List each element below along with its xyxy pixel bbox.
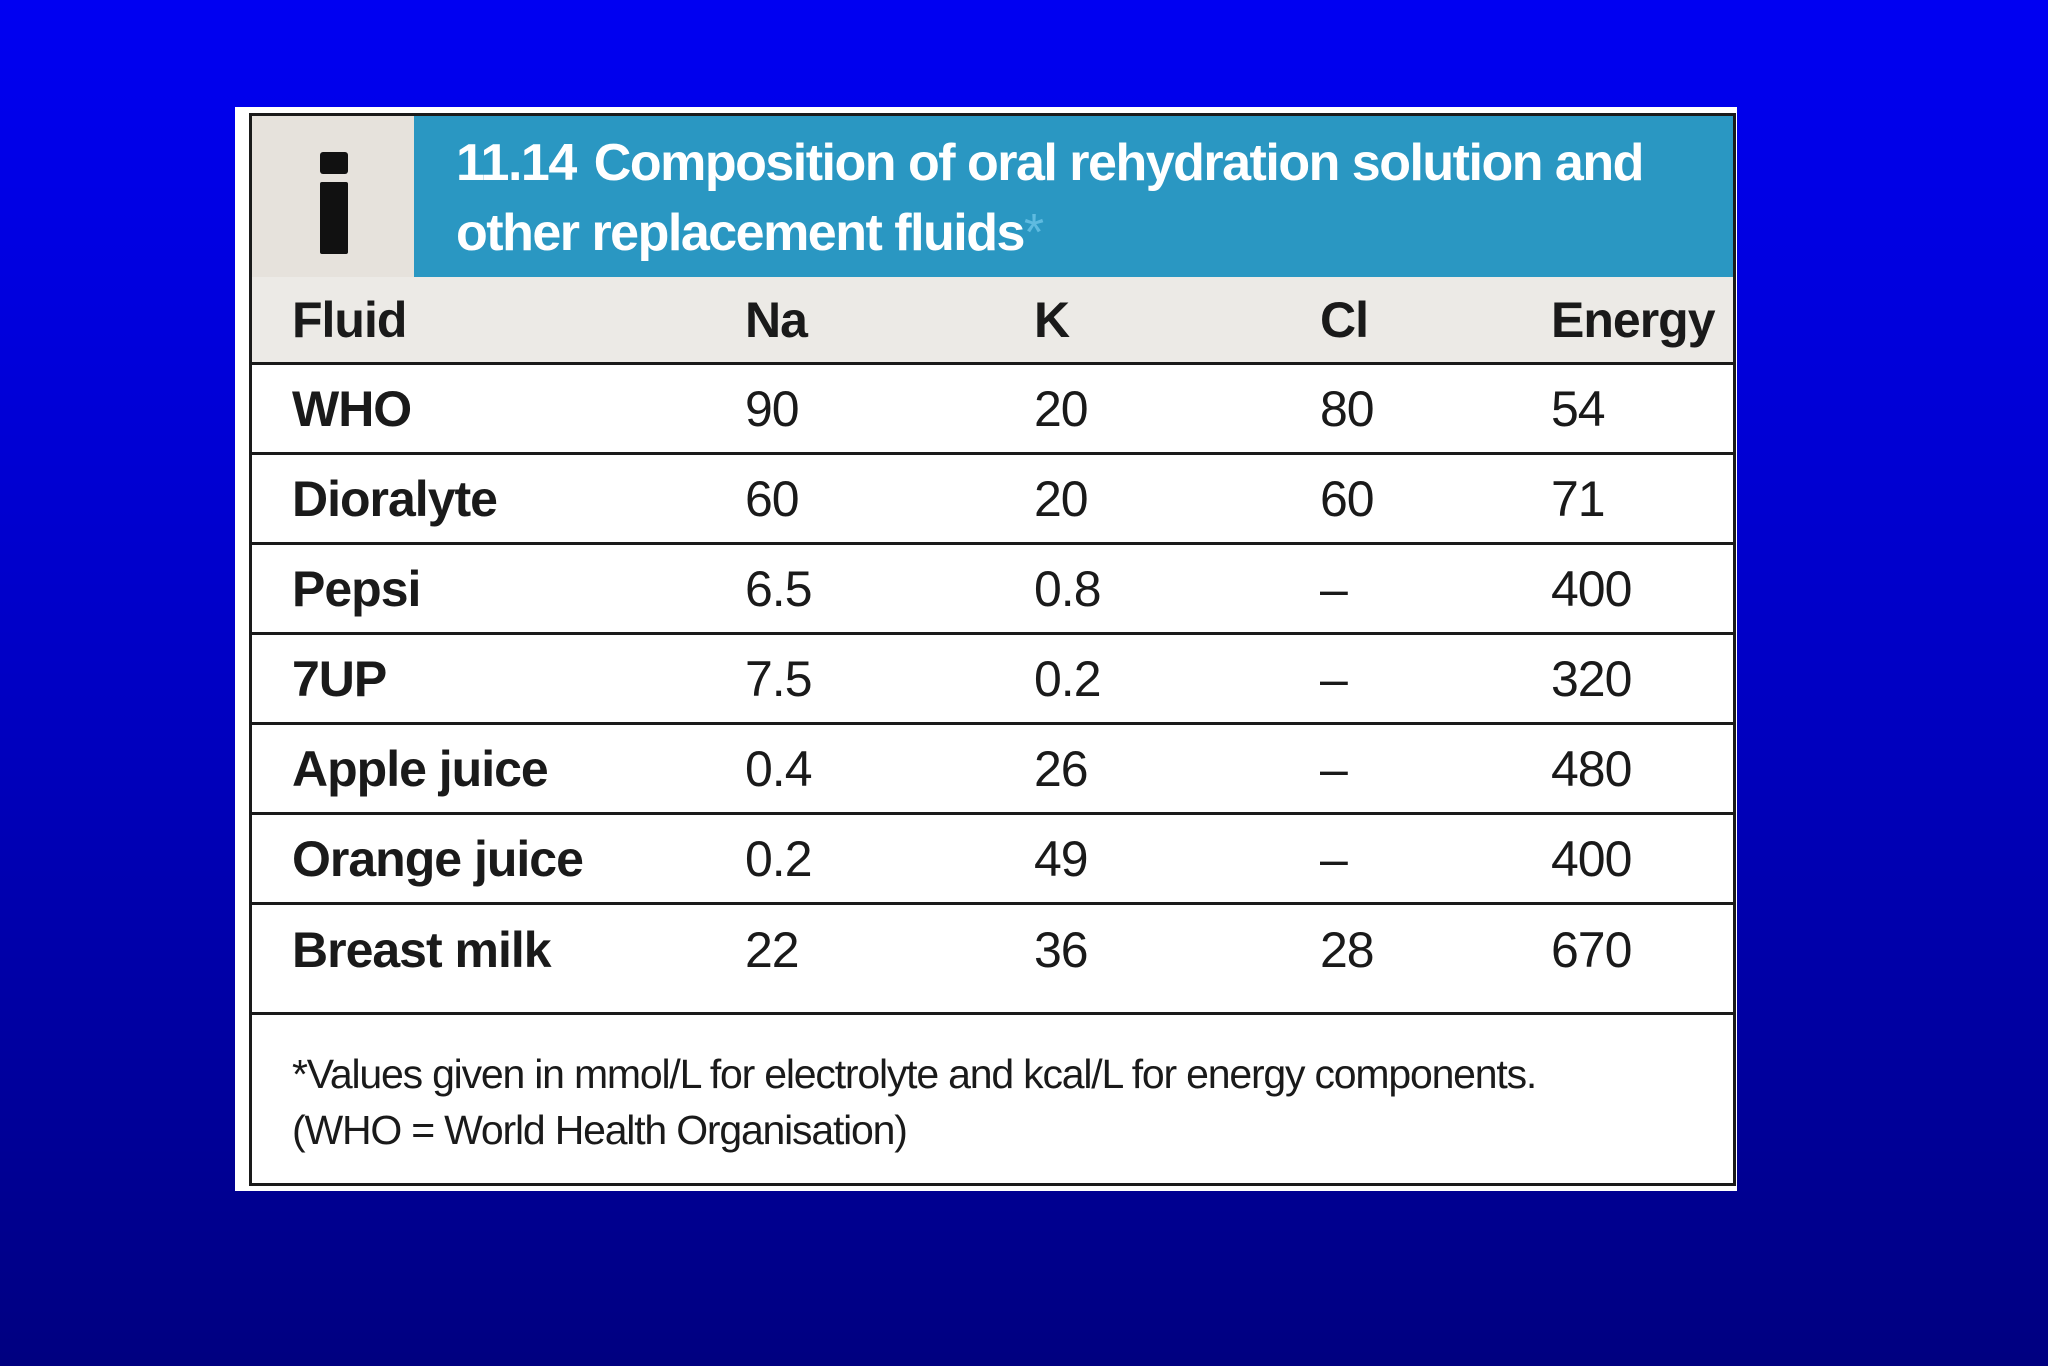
info-icon-dot [320, 152, 348, 174]
cell-energy: 400 [1551, 560, 1632, 617]
cell-na: 7.5 [745, 650, 813, 707]
cell-na: 6.5 [745, 560, 813, 617]
table-header-band: 11.14 Composition of oral rehydration sol… [252, 116, 1733, 277]
cell-energy: 320 [1551, 650, 1632, 707]
cell-fluid: Pepsi [292, 560, 421, 617]
column-header-k: K [1034, 291, 1070, 348]
table-footnote: *Values given in mmol/L for electrolyte … [292, 1046, 1672, 1158]
cell-fluid: Breast milk [292, 921, 552, 978]
cell-cl: – [1320, 740, 1348, 797]
table-title: 11.14 Composition of oral rehydration sol… [414, 116, 1733, 277]
column-header-na: Na [745, 291, 808, 348]
table-row: Pepsi 6.5 0.8 – 400 [252, 545, 1733, 635]
column-header-energy: Energy [1551, 291, 1716, 348]
cell-energy: 54 [1551, 380, 1606, 437]
table-row: WHO 90 20 80 54 [252, 365, 1733, 455]
cell-k: 20 [1034, 380, 1089, 437]
cell-fluid: WHO [292, 380, 412, 437]
fluid-composition-table: 11.14 Composition of oral rehydration sol… [249, 113, 1736, 1186]
cell-fluid: Orange juice [292, 830, 584, 887]
cell-cl: – [1320, 830, 1348, 887]
info-icon [252, 116, 414, 277]
title-text-line2: other replacement fluids [456, 204, 1025, 262]
info-icon-stem [320, 182, 348, 254]
column-header-fluid: Fluid [292, 291, 407, 348]
column-header-cl: Cl [1320, 291, 1369, 348]
cell-cl: 60 [1320, 470, 1375, 527]
title-asterisk: * [1023, 204, 1044, 262]
cell-energy: 71 [1551, 470, 1606, 527]
cell-cl: – [1320, 650, 1348, 707]
cell-fluid: Dioralyte [292, 470, 498, 527]
table-title-line1: 11.14 Composition of oral rehydration sol… [456, 128, 1693, 198]
footnote-line2: (WHO = World Health Organisation) [292, 1107, 908, 1153]
cell-fluid: Apple juice [292, 740, 549, 797]
cell-na: 0.2 [745, 830, 813, 887]
table-card: 11.14 Composition of oral rehydration sol… [235, 107, 1737, 1191]
table-number: 11.14 [456, 134, 577, 192]
cell-na: 60 [745, 470, 800, 527]
cell-cl: – [1320, 560, 1348, 617]
column-header-row: Fluid Na K Cl Energy [252, 277, 1733, 365]
cell-energy: 480 [1551, 740, 1632, 797]
cell-cl: 28 [1320, 921, 1375, 978]
cell-fluid: 7UP [292, 650, 387, 707]
cell-na: 0.4 [745, 740, 813, 797]
cell-na: 22 [745, 921, 800, 978]
table-row: Breast milk 22 36 28 670 [252, 905, 1733, 1015]
cell-k: 20 [1034, 470, 1089, 527]
cell-k: 0.2 [1034, 650, 1102, 707]
table-row: Dioralyte 60 20 60 71 [252, 455, 1733, 545]
table-title-line2: other replacement fluids* [456, 198, 1693, 268]
cell-k: 36 [1034, 921, 1089, 978]
cell-energy: 670 [1551, 921, 1632, 978]
title-text-line1: Composition of oral rehydration solution… [593, 134, 1645, 192]
cell-k: 26 [1034, 740, 1089, 797]
cell-k: 49 [1034, 830, 1089, 887]
table-row: Orange juice 0.2 49 – 400 [252, 815, 1733, 905]
cell-k: 0.8 [1034, 560, 1102, 617]
table-row: Apple juice 0.4 26 – 480 [252, 725, 1733, 815]
cell-na: 90 [745, 380, 800, 437]
footnote-line1: *Values given in mmol/L for electrolyte … [292, 1051, 1537, 1097]
cell-energy: 400 [1551, 830, 1632, 887]
cell-cl: 80 [1320, 380, 1375, 437]
table-row: 7UP 7.5 0.2 – 320 [252, 635, 1733, 725]
